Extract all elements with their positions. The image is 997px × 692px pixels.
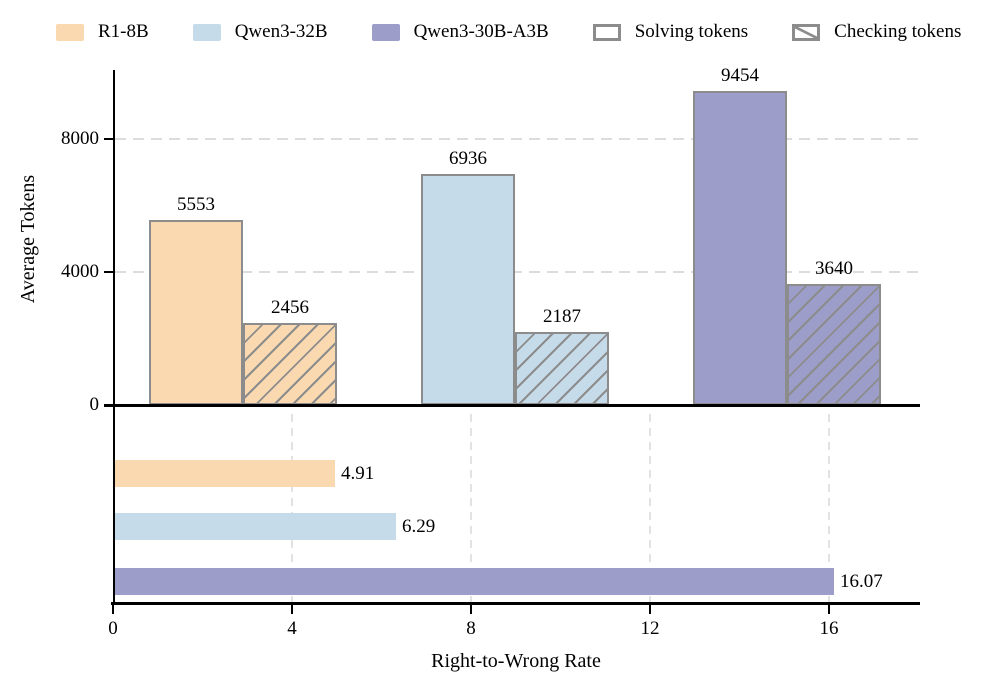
- gridline-horizontal: [115, 271, 918, 273]
- legend-label: Qwen3-30B-A3B: [413, 21, 549, 42]
- y-axis-title: Average Tokens: [17, 174, 39, 304]
- y-tick: [104, 138, 113, 140]
- bar-value-label: 3640: [815, 258, 853, 279]
- legend-label: Solving tokens: [634, 21, 749, 42]
- hbar-r1-8b: [115, 460, 335, 487]
- qwen3-30b-a3b-swatch-icon: [371, 23, 400, 41]
- bottom-chart-right-to-wrong-rate: 0 4 8 12 16 4.91 6.29 16.07: [0, 406, 997, 692]
- bar-solving-qwen3-32b: [421, 174, 515, 405]
- legend-label: R1-8B: [98, 21, 149, 42]
- bar-value-label: 9454: [721, 65, 759, 86]
- y-tick-label: 0: [89, 394, 100, 415]
- bar-value-label: 6936: [449, 148, 487, 169]
- gridline-vertical: [828, 414, 830, 602]
- x-tick-label: 8: [466, 618, 476, 639]
- bar-checking-r1-8b: [243, 323, 337, 405]
- x-tick: [470, 605, 472, 614]
- bar-value-label: 2187: [543, 306, 581, 327]
- checking-tokens-swatch-icon: [792, 23, 821, 41]
- legend-label: Checking tokens: [834, 21, 962, 42]
- r1-8b-swatch-icon: [56, 23, 84, 41]
- x-tick: [291, 605, 293, 614]
- top-x-axis-line: [104, 404, 920, 407]
- x-tick-label: 4: [287, 618, 297, 639]
- y-axis-spine: [113, 70, 115, 604]
- x-tick-label: 0: [108, 618, 118, 639]
- legend-item-solving-tokens: Solving tokens: [592, 19, 749, 45]
- qwen3-32b-swatch-icon: [192, 23, 221, 41]
- legend: R1-8B Qwen3-32B Qwen3-30B-A3B Solving token…: [56, 16, 961, 48]
- hbar-value-label: 16.07: [840, 571, 883, 592]
- legend-label: Qwen3-32B: [234, 21, 328, 42]
- gridline-horizontal: [115, 138, 918, 140]
- legend-item-checking-tokens: Checking tokens: [792, 19, 961, 45]
- legend-item-qwen3-30b-a3b: Qwen3-30B-A3B: [371, 19, 549, 45]
- top-chart-average-tokens: 0 4000 8000 5553 2456 6936 2187 9454 3640: [61, 65, 918, 415]
- legend-item-r1-8b: R1-8B: [56, 19, 149, 45]
- bar-value-label: 2456: [271, 297, 309, 318]
- bar-value-label: 5553: [177, 194, 215, 215]
- bar-checking-qwen3-32b: [515, 332, 609, 405]
- x-tick: [828, 605, 830, 614]
- hbar-qwen3-30b-a3b: [115, 568, 834, 595]
- gridline-vertical: [470, 414, 472, 602]
- hbar-value-label: 4.91: [341, 463, 375, 484]
- hbar-value-label: 6.29: [402, 516, 436, 537]
- x-tick-label: 12: [640, 618, 660, 639]
- bar-checking-qwen3-30b-a3b: [787, 284, 881, 405]
- x-tick: [112, 605, 114, 614]
- y-tick-label: 8000: [61, 128, 99, 149]
- bar-solving-qwen3-30b-a3b: [693, 91, 787, 405]
- x-tick: [649, 605, 651, 614]
- bottom-x-axis-line: [111, 602, 920, 605]
- gridline-vertical: [649, 414, 651, 602]
- y-tick: [104, 271, 113, 273]
- solving-tokens-swatch-icon: [592, 23, 621, 41]
- hbar-qwen3-32b: [115, 513, 396, 540]
- x-axis-title: Right-to-Wrong Rate: [431, 650, 601, 672]
- legend-item-qwen3-32b: Qwen3-32B: [192, 19, 328, 45]
- x-tick-label: 16: [819, 618, 839, 639]
- y-tick-label: 4000: [61, 261, 99, 282]
- gridline-vertical: [291, 414, 293, 602]
